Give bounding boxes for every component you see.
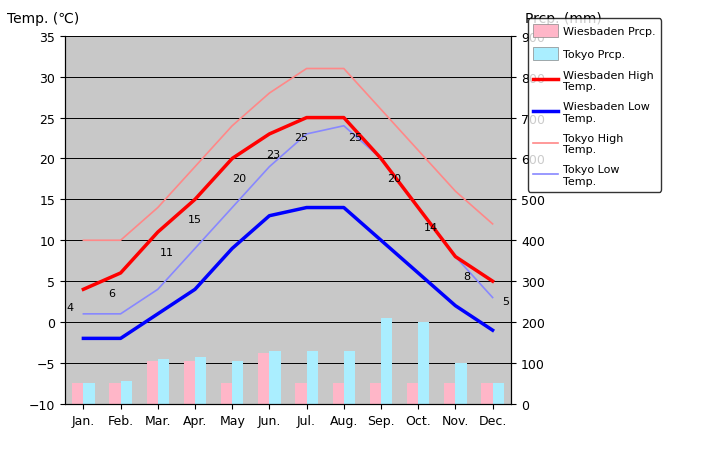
Text: 4: 4	[67, 302, 74, 312]
Bar	[455, 363, 467, 404]
Text: 14: 14	[424, 223, 438, 233]
Text: 23: 23	[266, 149, 280, 159]
Bar	[184, 361, 195, 404]
Bar	[482, 384, 492, 404]
Bar	[232, 361, 243, 404]
Text: Prcp. (mm): Prcp. (mm)	[525, 12, 601, 26]
Bar	[72, 384, 84, 404]
Bar	[147, 361, 158, 404]
Text: 20: 20	[233, 174, 247, 184]
Bar	[269, 351, 281, 404]
Text: 20: 20	[387, 174, 401, 184]
Bar	[444, 384, 455, 404]
Text: 5: 5	[502, 296, 509, 306]
Legend: Wiesbaden Prcp., Tokyo Prcp., Wiesbaden High
Temp., Wiesbaden Low
Temp., Tokyo H: Wiesbaden Prcp., Tokyo Prcp., Wiesbaden …	[528, 19, 661, 192]
Text: 6: 6	[108, 288, 114, 298]
Bar	[295, 384, 307, 404]
Bar	[381, 318, 392, 404]
Bar	[492, 384, 504, 404]
Text: 11: 11	[160, 247, 174, 257]
Text: Temp. (℃): Temp. (℃)	[6, 12, 79, 26]
Bar	[120, 381, 132, 404]
Bar	[333, 384, 343, 404]
Bar	[307, 351, 318, 404]
Bar	[418, 322, 429, 404]
Bar	[195, 357, 206, 404]
Text: 25: 25	[294, 133, 308, 143]
Bar	[258, 353, 269, 404]
Bar	[84, 384, 94, 404]
Bar	[158, 359, 169, 404]
Bar	[344, 351, 355, 404]
Bar	[370, 384, 381, 404]
Text: 25: 25	[348, 133, 362, 143]
Bar	[109, 384, 120, 404]
Text: 15: 15	[188, 215, 202, 224]
Text: 8: 8	[463, 272, 470, 282]
Bar	[407, 384, 418, 404]
Bar	[221, 384, 232, 404]
